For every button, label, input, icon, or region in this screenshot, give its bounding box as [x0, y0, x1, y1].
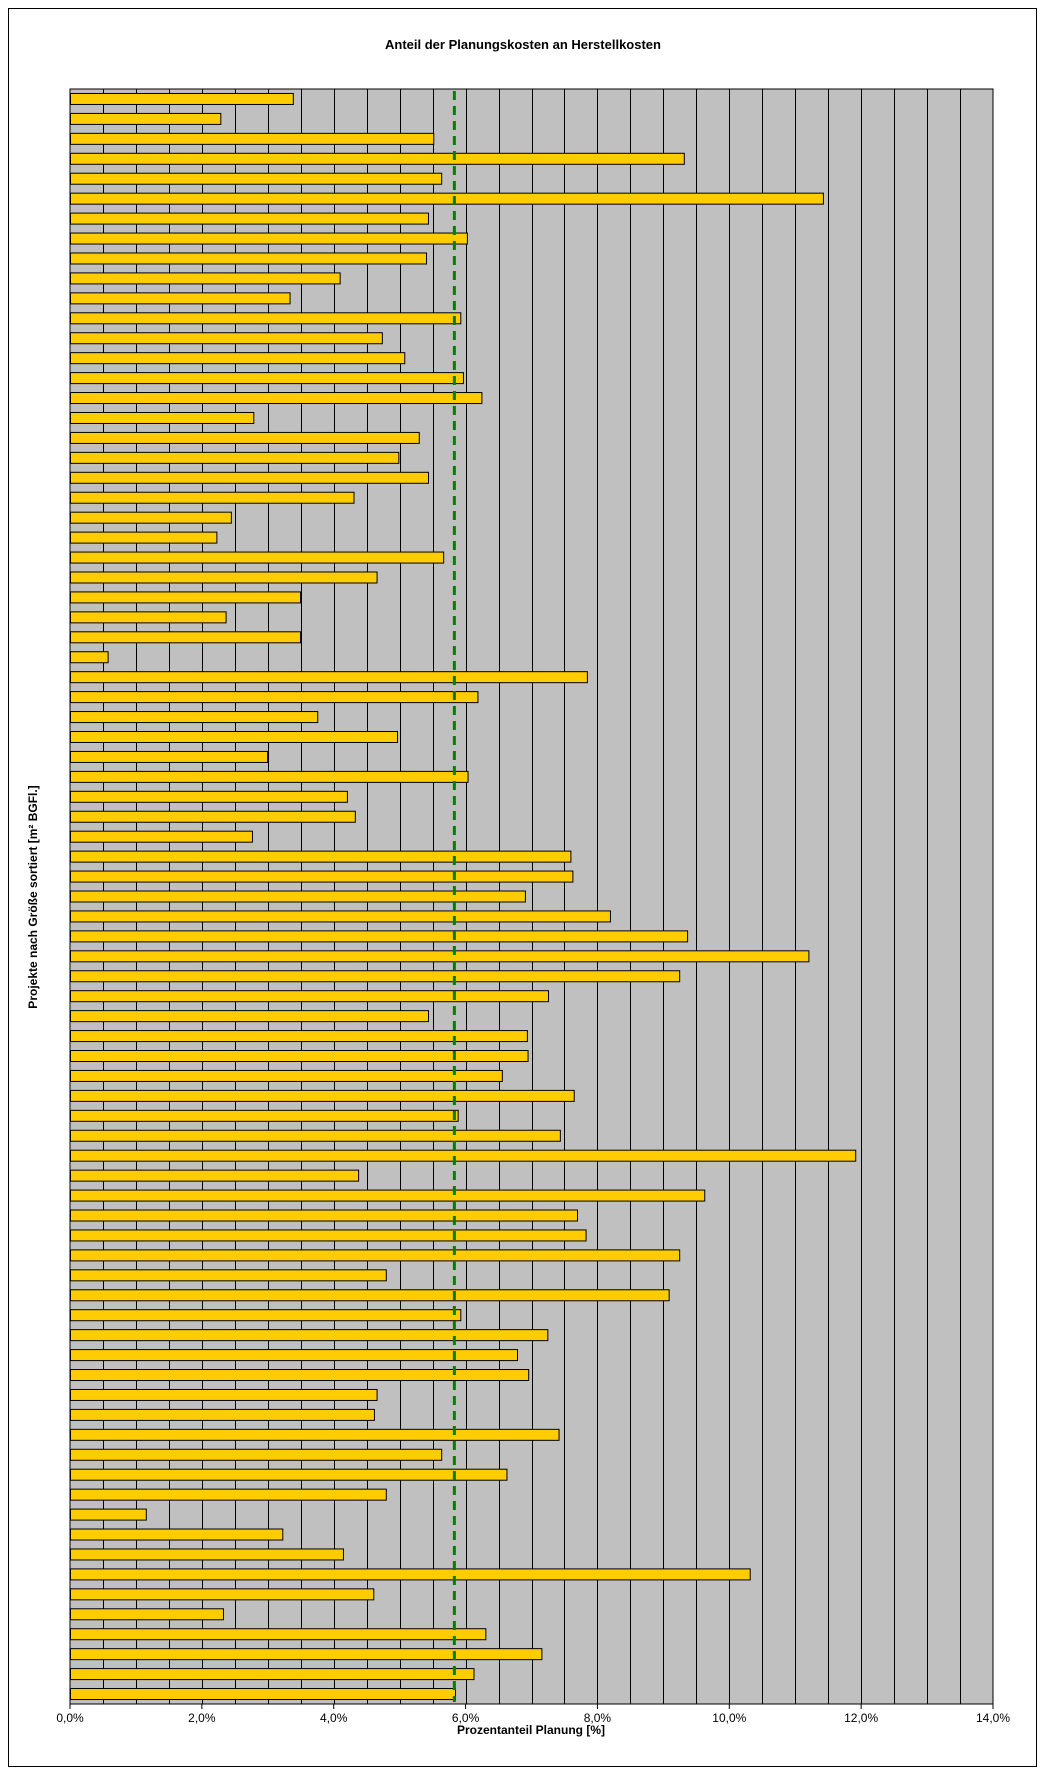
- bar: [70, 252, 428, 265]
- bar: [70, 1209, 578, 1222]
- bar: [70, 1528, 284, 1541]
- bar: [70, 1010, 429, 1023]
- bar: [70, 1428, 560, 1441]
- bar: [70, 1488, 387, 1501]
- bar: [70, 1388, 378, 1401]
- bar: [70, 1289, 670, 1302]
- bar: [70, 292, 291, 305]
- bar: [70, 192, 824, 205]
- bar: [70, 1548, 344, 1561]
- bar: [70, 172, 443, 185]
- chart-frame: Anteil der Planungskosten an Herstellkos…: [8, 8, 1037, 1767]
- bar: [70, 571, 378, 584]
- x-tick-label: 4,0%: [320, 1711, 348, 1725]
- bar: [70, 691, 479, 704]
- bar: [70, 790, 348, 803]
- bar: [70, 531, 218, 544]
- bar: [70, 1668, 475, 1681]
- bar: [70, 272, 341, 285]
- bar: [70, 1269, 387, 1282]
- bar: [70, 611, 227, 624]
- bar: [70, 1229, 587, 1242]
- bar: [70, 1109, 459, 1122]
- bar: [70, 1588, 375, 1601]
- bar: [70, 551, 445, 564]
- bar: [70, 1169, 360, 1182]
- x-tick-label: 0,0%: [56, 1711, 84, 1725]
- bar: [70, 1468, 508, 1481]
- bar: [70, 1608, 224, 1621]
- bar: [70, 1349, 518, 1362]
- bar: [70, 1448, 443, 1461]
- bar: [70, 850, 572, 863]
- bar: [70, 352, 406, 365]
- bar: [70, 830, 253, 843]
- bar: [70, 511, 232, 524]
- bar: [70, 1249, 681, 1262]
- bar: [70, 1089, 575, 1102]
- x-axis-ticks: 0,0% 2,0% 4,0% 6,0% 8,0% 10,0% 12,0% 14,0%: [56, 1704, 1010, 1725]
- x-tick-label: 12,0%: [844, 1711, 878, 1725]
- bar: [70, 770, 469, 783]
- y-axis-label: Projekte nach Größe sortiert [m² BGFl.]: [26, 785, 40, 1008]
- bar: [70, 1069, 503, 1082]
- bar: [70, 212, 429, 225]
- bar: [70, 1628, 487, 1641]
- x-tick-label: 2,0%: [188, 1711, 216, 1725]
- bar: [70, 1688, 457, 1701]
- x-tick-label: 10,0%: [712, 1711, 746, 1725]
- bar: [70, 671, 588, 684]
- bar: [70, 1129, 561, 1142]
- bar: [70, 1408, 375, 1421]
- bar: [70, 730, 399, 743]
- bar: [70, 491, 355, 504]
- bar: [70, 1508, 147, 1521]
- bar: [70, 910, 611, 923]
- bar: [70, 1189, 706, 1202]
- bar: [70, 870, 574, 883]
- bar: [70, 411, 255, 424]
- bar: [70, 1329, 549, 1342]
- bar: [70, 1149, 857, 1162]
- bar-chart: Anteil der Planungskosten an Herstellkos…: [26, 37, 1010, 1737]
- bar: [70, 970, 681, 983]
- bar: [70, 651, 109, 664]
- bar: [70, 1050, 529, 1063]
- bars: [70, 92, 857, 1701]
- bar: [70, 1369, 530, 1382]
- bar: [70, 471, 429, 484]
- bar: [70, 392, 483, 405]
- x-tick-label: 6,0%: [452, 1711, 480, 1725]
- bar: [70, 332, 383, 345]
- bar: [70, 711, 319, 724]
- x-tick-label: 8,0%: [584, 1711, 612, 1725]
- bar: [70, 152, 685, 165]
- bar: [70, 232, 468, 245]
- bar: [70, 1030, 528, 1043]
- bar: [70, 930, 689, 943]
- bar: [70, 1309, 462, 1322]
- bar: [70, 431, 420, 444]
- bar: [70, 631, 302, 644]
- bar: [70, 1648, 543, 1661]
- bar: [70, 312, 462, 325]
- x-tick-label: 14,0%: [976, 1711, 1010, 1725]
- bar: [70, 591, 302, 604]
- bar: [70, 1568, 751, 1581]
- bar: [70, 890, 526, 903]
- bar: [70, 112, 222, 125]
- chart-title: Anteil der Planungskosten an Herstellkos…: [385, 37, 661, 52]
- bar: [70, 92, 294, 105]
- bar: [70, 372, 464, 385]
- bar: [70, 810, 356, 823]
- bar: [70, 990, 549, 1003]
- bar: [70, 451, 400, 464]
- bar: [70, 950, 810, 963]
- bar: [70, 132, 435, 145]
- bar: [70, 750, 269, 763]
- x-axis-label: Prozentanteil Planung [%]: [457, 1723, 605, 1737]
